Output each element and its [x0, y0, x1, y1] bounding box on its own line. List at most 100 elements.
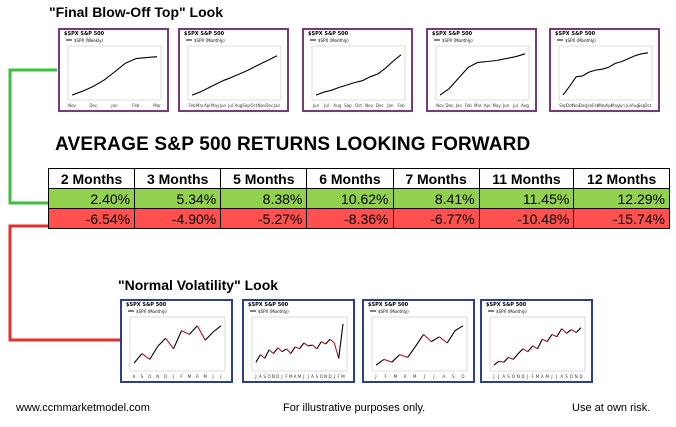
tick-label: Jun: [312, 103, 320, 108]
tick-label: S: [452, 374, 455, 379]
thumbnail-plot: Feb Mar Apr May Jun Jul Aug Sep Oct Nov Dec Jan: [186, 39, 282, 108]
tick-label: A: [133, 374, 136, 379]
return-cell: -15.74%: [573, 208, 670, 229]
tick-label: Jun: [502, 103, 510, 108]
tick-label: M: [536, 374, 540, 379]
series-segment: [165, 337, 174, 350]
tick-label: Jul: [625, 103, 631, 108]
tick-label: M: [188, 374, 192, 379]
tick-label: Jan: [455, 103, 463, 108]
series-segment: [385, 60, 394, 69]
series-segment: [498, 360, 504, 363]
series-segment: [582, 71, 590, 77]
series-segment: [375, 358, 385, 366]
series-segment: [329, 338, 335, 344]
thumbnail-plot: Nov Dec Jan Feb Mar: [66, 39, 162, 108]
main-title: AVERAGE S&P 500 RETURNS LOOKING FORWARD: [55, 134, 531, 155]
tick-label: Dec: [579, 103, 587, 108]
series-segment: [199, 87, 208, 93]
tick-label: N: [272, 374, 275, 379]
tick-label: F: [180, 374, 183, 379]
return-cell: 8.41%: [392, 188, 480, 209]
series-segment: [312, 344, 318, 350]
tick-label: J: [254, 374, 256, 379]
tick-label: Sep: [242, 103, 250, 108]
return-cell: 12.29%: [573, 188, 670, 209]
tick-label: Dec: [376, 103, 384, 108]
tick-label: Aug: [234, 103, 242, 108]
footer-disclaimer: For illustrative purposes only.: [283, 402, 426, 414]
tick-label: M: [394, 374, 398, 379]
series-segment: [392, 54, 402, 62]
column-header: 6 Months: [306, 168, 394, 189]
series-segment: [537, 338, 543, 350]
series-segment: [303, 342, 309, 347]
tick-label: A: [560, 374, 563, 379]
tick-label: Dec: [89, 103, 97, 108]
series-segment: [562, 86, 570, 96]
series-segment: [621, 58, 629, 63]
series-segment: [431, 336, 440, 343]
series-segment: [260, 354, 266, 359]
series-segment: [124, 58, 137, 64]
tick-label: J: [555, 374, 557, 379]
tick-label: J: [219, 374, 221, 379]
series-segment: [207, 84, 216, 89]
tick-label: S: [507, 374, 510, 379]
series-segment: [569, 76, 577, 87]
tick-label: Feb: [132, 103, 140, 108]
tick-label: N: [156, 374, 159, 379]
thumbnail-legend: $SPX (Monthly): [136, 309, 167, 314]
tick-label: Mar: [474, 103, 482, 108]
tick-label: A: [196, 374, 199, 379]
return-cell: 5.34%: [134, 188, 222, 209]
series-segment: [512, 353, 519, 360]
return-cell: 2.40%: [47, 188, 136, 209]
tick-label: Apr: [605, 103, 612, 108]
bot-thumbnail-chart: $SPX S&P 500 $SPX (Monthly) J F M A M J J A S O: [362, 299, 475, 383]
tick-label: Nov: [572, 103, 580, 108]
tick-label: J: [423, 374, 425, 379]
top-thumbnail-chart: $SPX S&P 500 $SPX (Monthly) Nov Dec Jan Feb Ma…: [426, 28, 537, 112]
series-segment: [377, 67, 386, 75]
bot-thumbnail-chart: $SPX S&P 500 $SPX (Monthly) J J A S O N D J F M A M J J…: [480, 299, 593, 383]
series-segment: [615, 60, 622, 64]
thumbnail-plot: Jun Jul Aug Sep Oct Nov Dec Jan Feb: [310, 39, 406, 108]
tick-label: S: [316, 374, 319, 379]
series-segment: [264, 349, 270, 359]
series-segment: [391, 354, 401, 363]
tick-label: Oct: [355, 103, 362, 108]
series-segment: [325, 338, 331, 345]
series-segment: [172, 330, 183, 350]
tick-label: D: [276, 374, 279, 379]
series-segment: [346, 82, 355, 86]
series-segment: [71, 90, 83, 96]
tick-label: Apr: [204, 103, 211, 108]
series-segment: [141, 353, 151, 360]
tick-label: J: [492, 374, 494, 379]
series-segment: [245, 66, 255, 72]
series-segment: [575, 327, 582, 333]
tick-label: F: [385, 374, 388, 379]
tick-label: Dec: [446, 103, 454, 108]
return-cell: -5.27%: [220, 208, 308, 229]
tick-label: O: [320, 374, 323, 379]
bot-thumbnail-chart: $SPX S&P 500 $SPX (Monthly) J A S O N D J F M A M J J A…: [242, 299, 355, 383]
series-segment: [399, 354, 408, 358]
series-segment: [458, 66, 469, 79]
series-segment: [290, 346, 296, 354]
series-segment: [294, 346, 300, 350]
return-cell: -6.54%: [47, 208, 136, 229]
tick-label: O: [512, 374, 515, 379]
series-segment: [238, 70, 247, 75]
series-segment: [571, 329, 577, 333]
series-segment: [204, 331, 214, 341]
series-segment: [556, 328, 563, 338]
column-header: 7 Months: [392, 168, 480, 189]
tick-label: A: [502, 374, 505, 379]
series-segment: [188, 325, 198, 335]
tick-label: A: [442, 374, 445, 379]
